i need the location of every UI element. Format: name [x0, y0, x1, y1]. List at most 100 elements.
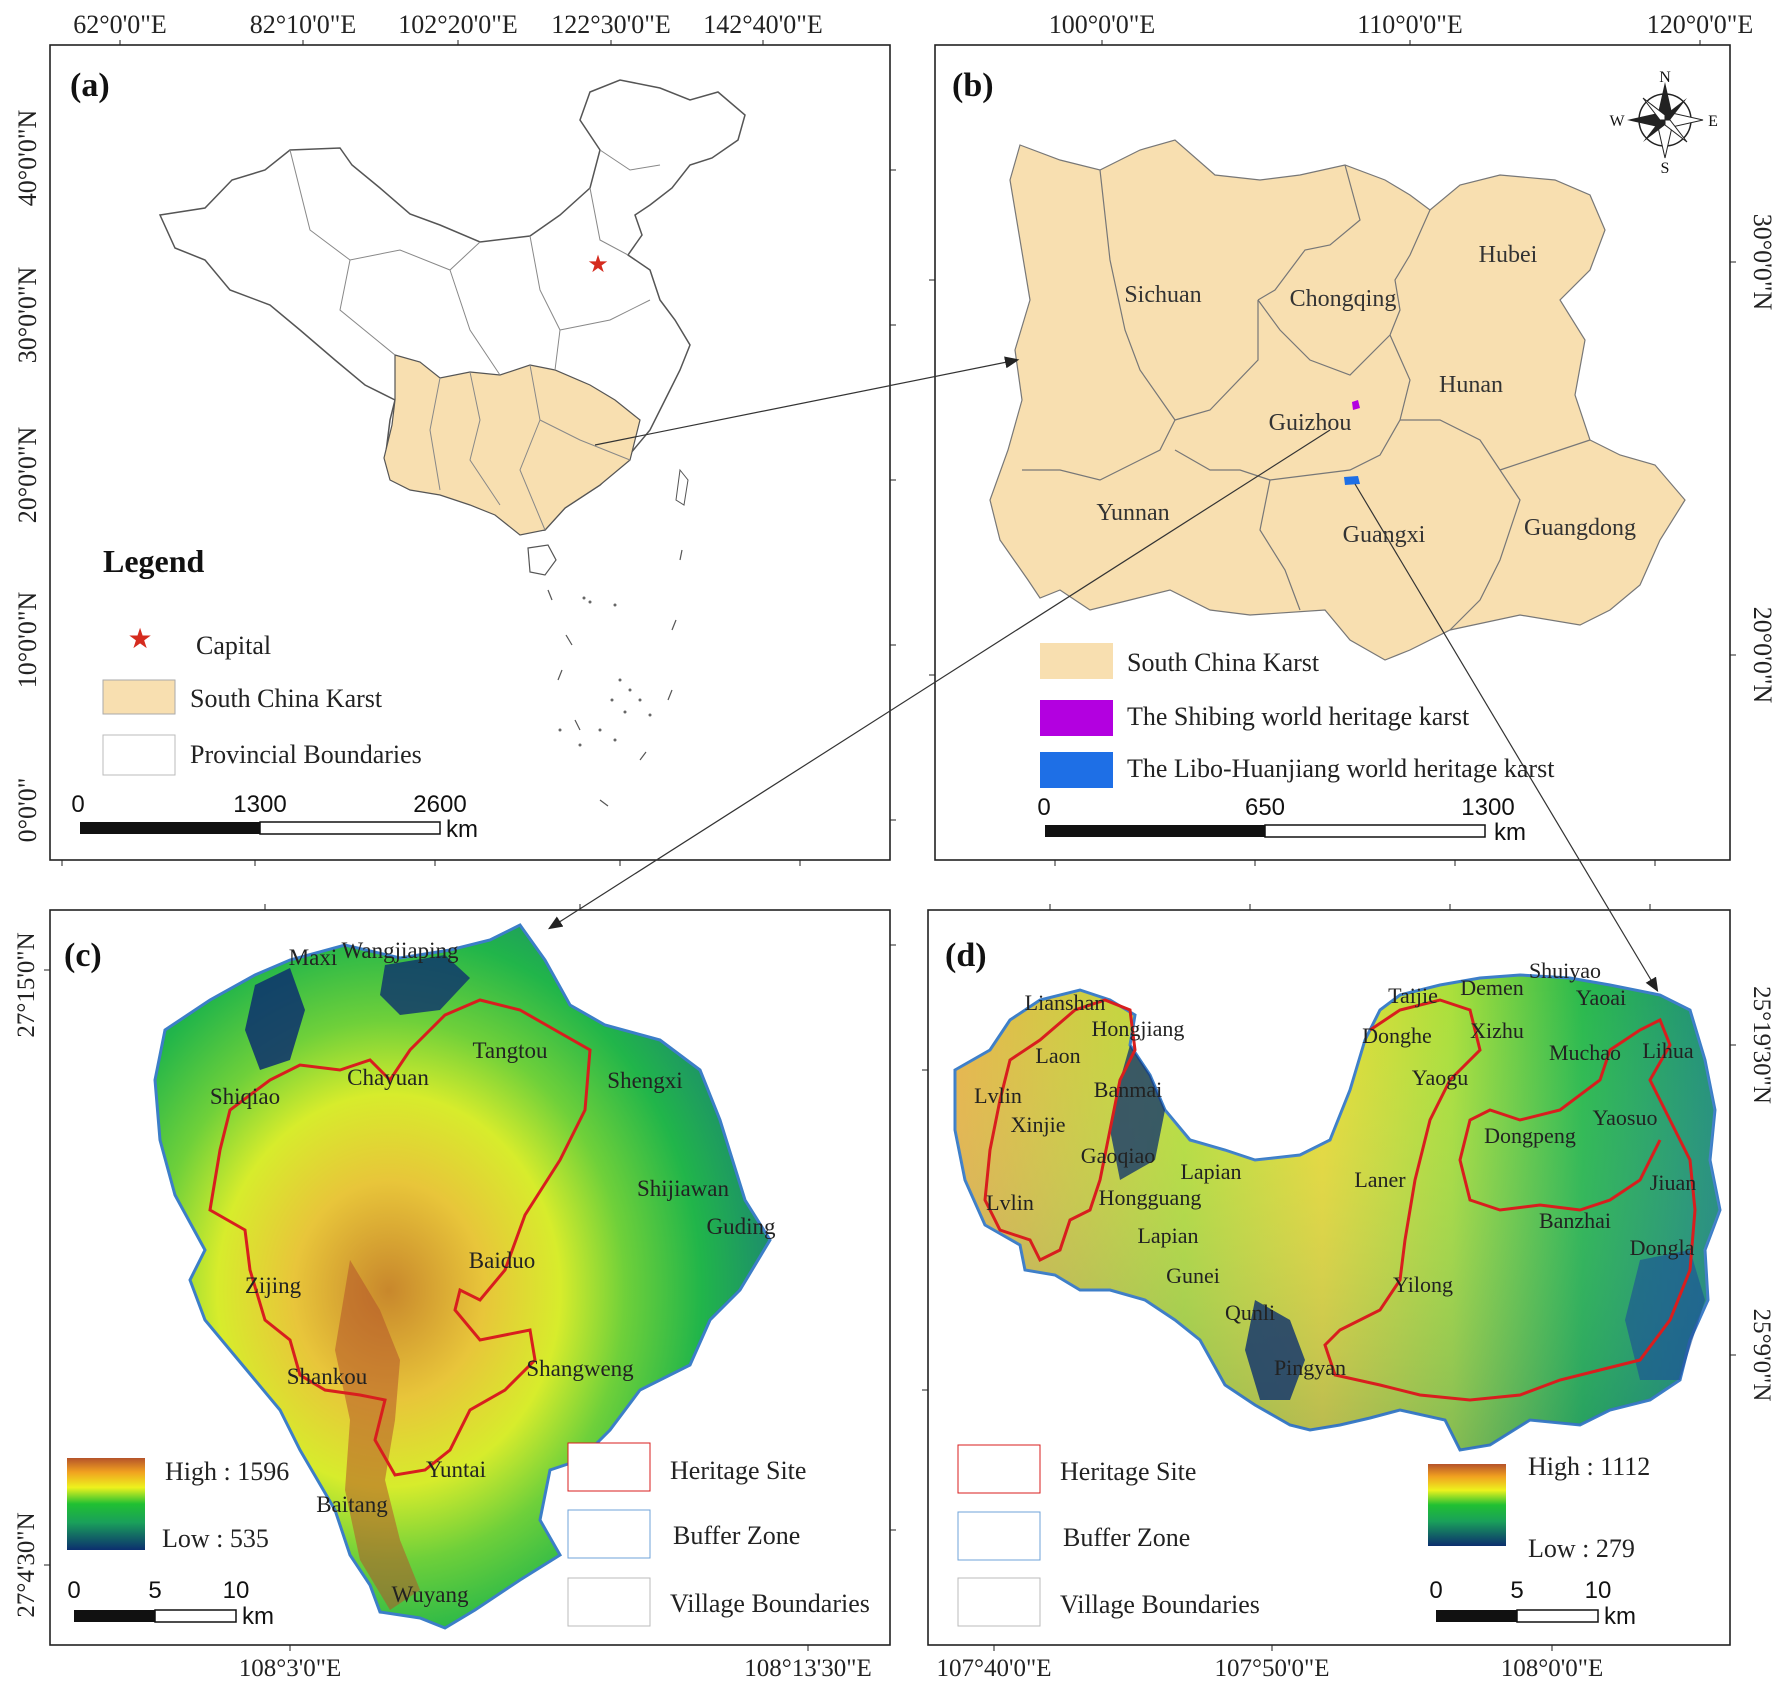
legend-buffer-label-c: Buffer Zone	[673, 1521, 800, 1550]
panel-c-label: (c)	[64, 937, 102, 974]
nine-dash-line	[547, 549, 683, 807]
province-labels: Sichuan Chongqing Hubei Hunan Guizhou Yu…	[1096, 242, 1636, 548]
village-label: Lihua	[1642, 1038, 1694, 1063]
shibing-heritage	[1352, 400, 1360, 410]
capital-legend-star: ★	[127, 624, 152, 655]
panel-d: 25°19'30"N 25°9'0"N 107°40'0"E 107°50'0"…	[922, 904, 1772, 1682]
panel-a-lon-ticks: 62°0'0"E 82°10'0"E 102°20'0"E 122°30'0"E…	[73, 10, 823, 45]
panel-a-lat-ticks: 40°0'0"N 30°0'0"N 20°0'0"N 10°0'0"N 0°0'…	[13, 110, 896, 842]
lon-tick-label: 120°0'0"E	[1647, 10, 1754, 39]
svg-text:km: km	[446, 816, 478, 843]
village-label: Dongla	[1630, 1235, 1695, 1260]
panel-b-scalebar: 0 650 1300 km	[1037, 794, 1526, 846]
legend-buffer-label-d: Buffer Zone	[1063, 1523, 1190, 1552]
village-label: Wangjiaping	[342, 938, 459, 963]
legend-capital-label: Capital	[196, 631, 271, 660]
svg-text:N: N	[1659, 69, 1671, 86]
svg-text:0: 0	[71, 791, 84, 818]
village-label: Taijie	[1388, 983, 1438, 1008]
village-labels-c: Maxi Wangjiaping Tangtou Chayuan Shiqiao…	[210, 938, 776, 1607]
legend-heritage-swatch-c	[567, 1442, 651, 1492]
low-valley-d2	[1245, 1300, 1305, 1400]
village-label: Qunli	[1225, 1300, 1275, 1325]
south-china-karst-b	[989, 139, 1686, 661]
lat-tick-label: 30°0'0"N	[1748, 214, 1772, 311]
lon-tick-label: 107°50'0"E	[1215, 1655, 1330, 1682]
panel-b: 100°0'0"E 110°0'0"E 120°0'0"E 30°0'0"N 2…	[929, 10, 1772, 866]
capital-star: ★	[587, 252, 609, 278]
south-china-karst-a	[383, 354, 641, 536]
lat-tick-label: 30°0'0"N	[13, 267, 42, 364]
elevation-high-d: High : 1112	[1528, 1452, 1650, 1481]
legend-karst-label: South China Karst	[190, 684, 383, 713]
legend-libo-label: The Libo-Huanjiang world heritage karst	[1127, 754, 1555, 783]
lon-tick-label: 107°40'0"E	[937, 1655, 1052, 1682]
svg-text:km: km	[1494, 819, 1526, 846]
svg-text:W: W	[1609, 113, 1625, 130]
elevation-low-c: Low : 535	[162, 1524, 269, 1553]
compass-rose-icon: N S E W	[1609, 69, 1717, 177]
village-label: Shankou	[287, 1364, 368, 1389]
svg-text:10: 10	[1585, 1577, 1612, 1604]
panel-c-scalebar: 0 5 10 km	[67, 1577, 274, 1630]
village-label: Tangtou	[472, 1038, 548, 1063]
province-label: Hubei	[1479, 242, 1538, 268]
panel-d-scalebar: 0 5 10 km	[1429, 1577, 1636, 1630]
village-label: Lvlin	[974, 1083, 1022, 1108]
arrow-b-to-c	[547, 429, 1331, 930]
legend-heritage-label-d: Heritage Site	[1060, 1457, 1196, 1486]
legend-village-swatch-c	[567, 1577, 651, 1627]
lon-tick-label: 100°0'0"E	[1049, 10, 1156, 39]
svg-text:0: 0	[1429, 1577, 1442, 1604]
lat-tick-label: 25°19'30"N	[1748, 986, 1772, 1104]
lon-tick-label: 110°0'0"E	[1357, 10, 1463, 39]
panel-b-lat-ticks: 30°0'0"N 20°0'0"N	[929, 214, 1772, 704]
village-label: Lianshan	[1025, 990, 1106, 1015]
province-label: Yunnan	[1096, 500, 1169, 526]
village-label: Laon	[1035, 1043, 1080, 1068]
village-label: Hongjiang	[1092, 1016, 1185, 1041]
legend-heritage-label-c: Heritage Site	[670, 1456, 806, 1485]
village-label: Shiqiao	[210, 1084, 280, 1109]
lat-tick-label: 20°0'0"N	[13, 427, 42, 524]
village-label: Laner	[1354, 1167, 1406, 1192]
svg-text:1300: 1300	[1461, 794, 1514, 821]
legend-provincial-swatch	[102, 734, 176, 776]
lat-tick-label: 20°0'0"N	[1748, 607, 1772, 704]
legend-provincial-label: Provincial Boundaries	[190, 740, 422, 769]
heritage-site-d-east	[1323, 998, 1697, 1402]
hainan-island	[527, 544, 557, 576]
province-label: Guangdong	[1524, 515, 1636, 541]
legend-shibing-swatch	[1040, 700, 1113, 736]
village-label: Yilong	[1393, 1272, 1453, 1297]
village-label: Banzhai	[1539, 1208, 1611, 1233]
panel-c: 27°15'0"N 27°4'30"N 108°3'0"E 108°13'30"…	[13, 904, 896, 1682]
legend-village-label-d: Village Boundaries	[1060, 1590, 1260, 1619]
village-label: Xizhu	[1470, 1018, 1524, 1043]
lat-tick-label: 25°9'0"N	[1748, 1309, 1772, 1402]
village-label: Lvlin	[986, 1190, 1034, 1215]
connector-arrows	[547, 356, 1659, 993]
lon-tick-label: 82°10'0"E	[250, 10, 357, 39]
lon-tick-label: 108°0'0"E	[1501, 1655, 1603, 1682]
lon-tick-label: 108°3'0"E	[239, 1655, 341, 1682]
village-label: Shangweng	[526, 1356, 634, 1381]
svg-text:0: 0	[1037, 794, 1050, 821]
village-label: Demen	[1460, 975, 1524, 1000]
island-dots	[558, 596, 652, 747]
village-label: Gunei	[1166, 1263, 1220, 1288]
elevation-low-d: Low : 279	[1528, 1534, 1635, 1563]
village-label: Guding	[707, 1214, 777, 1239]
village-label: Hongguang	[1099, 1185, 1202, 1210]
village-label: Gaoqiao	[1081, 1143, 1156, 1168]
panel-d-lon-ticks: 107°40'0"E 107°50'0"E 108°0'0"E	[937, 1645, 1603, 1682]
legend-libo-swatch	[1040, 752, 1113, 788]
village-label: Pingyan	[1274, 1355, 1346, 1380]
village-label: Jiuan	[1650, 1170, 1696, 1195]
province-label: Chongqing	[1290, 286, 1397, 312]
province-label: Guizhou	[1269, 410, 1352, 436]
province-label: Hunan	[1439, 372, 1503, 398]
village-labels-d: Lianshan Hongjiang Laon Lvlin Banmai Xin…	[974, 958, 1696, 1380]
province-boundaries-b	[1022, 164, 1591, 631]
